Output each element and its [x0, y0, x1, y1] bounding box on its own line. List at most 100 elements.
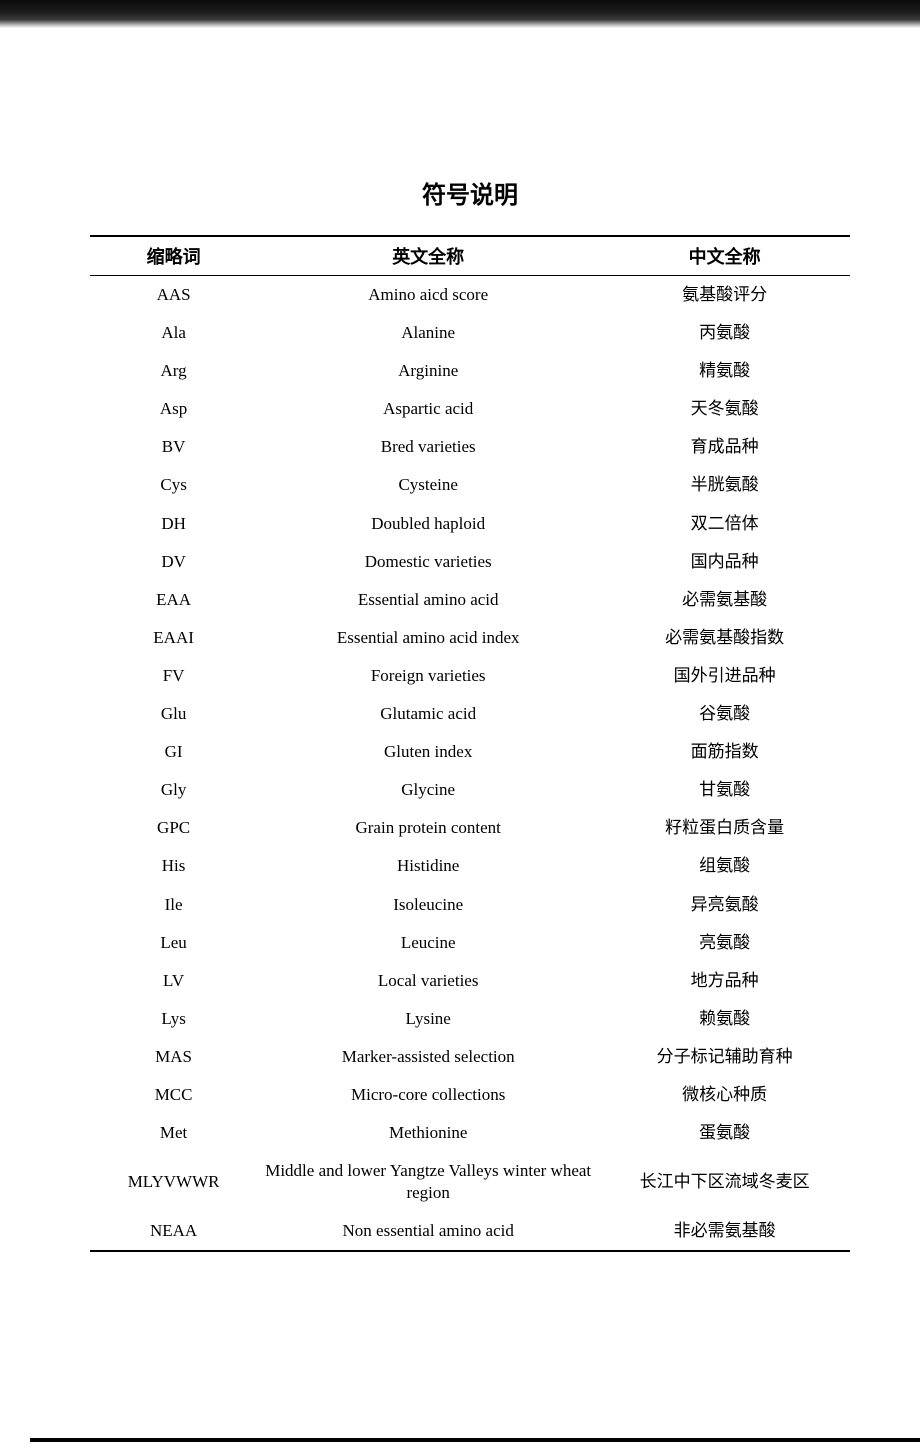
- cell-chinese: 分子标记辅助育种: [599, 1038, 850, 1076]
- cell-chinese: 组氨酸: [599, 847, 850, 885]
- cell-english: Isoleucine: [257, 886, 599, 924]
- cell-english: Aspartic acid: [257, 390, 599, 428]
- cell-chinese: 丙氨酸: [599, 314, 850, 352]
- cell-english: Leucine: [257, 924, 599, 962]
- cell-chinese: 必需氨基酸指数: [599, 619, 850, 657]
- cell-english: Alanine: [257, 314, 599, 352]
- cell-chinese: 半胱氨酸: [599, 466, 850, 504]
- table-row: EAAIEssential amino acid index必需氨基酸指数: [90, 619, 850, 657]
- cell-abbrev: MCC: [90, 1076, 257, 1114]
- table-row: BVBred varieties育成品种: [90, 428, 850, 466]
- cell-abbrev: Lys: [90, 1000, 257, 1038]
- cell-abbrev: GI: [90, 733, 257, 771]
- cell-abbrev: Arg: [90, 352, 257, 390]
- cell-english: Essential amino acid: [257, 581, 599, 619]
- cell-abbrev: NEAA: [90, 1212, 257, 1251]
- cell-chinese: 天冬氨酸: [599, 390, 850, 428]
- table-row: GPCGrain protein content籽粒蛋白质含量: [90, 809, 850, 847]
- table-row: CysCysteine半胱氨酸: [90, 466, 850, 504]
- cell-abbrev: GPC: [90, 809, 257, 847]
- cell-chinese: 谷氨酸: [599, 695, 850, 733]
- table-row: AspAspartic acid天冬氨酸: [90, 390, 850, 428]
- cell-chinese: 面筋指数: [599, 733, 850, 771]
- cell-chinese: 非必需氨基酸: [599, 1212, 850, 1251]
- table-row: LVLocal varieties地方品种: [90, 962, 850, 1000]
- cell-english: Gluten index: [257, 733, 599, 771]
- table-row: MCCMicro-core collections微核心种质: [90, 1076, 850, 1114]
- table-row: LysLysine赖氨酸: [90, 1000, 850, 1038]
- table-row: MLYVWWRMiddle and lower Yangtze Valleys …: [90, 1152, 850, 1212]
- cell-abbrev: BV: [90, 428, 257, 466]
- cell-english: Domestic varieties: [257, 543, 599, 581]
- cell-abbrev: AAS: [90, 276, 257, 315]
- cell-chinese: 蛋氨酸: [599, 1114, 850, 1152]
- cell-abbrev: MLYVWWR: [90, 1152, 257, 1212]
- cell-chinese: 籽粒蛋白质含量: [599, 809, 850, 847]
- table-row: FVForeign varieties国外引进品种: [90, 657, 850, 695]
- cell-english: Middle and lower Yangtze Valleys winter …: [257, 1152, 599, 1212]
- table-row: MASMarker-assisted selection分子标记辅助育种: [90, 1038, 850, 1076]
- cell-chinese: 双二倍体: [599, 505, 850, 543]
- cell-abbrev: Cys: [90, 466, 257, 504]
- cell-english: Micro-core collections: [257, 1076, 599, 1114]
- cell-chinese: 微核心种质: [599, 1076, 850, 1114]
- cell-chinese: 国内品种: [599, 543, 850, 581]
- cell-abbrev: LV: [90, 962, 257, 1000]
- table-row: GIGluten index面筋指数: [90, 733, 850, 771]
- cell-chinese: 异亮氨酸: [599, 886, 850, 924]
- cell-abbrev: Ile: [90, 886, 257, 924]
- cell-english: Amino aicd score: [257, 276, 599, 315]
- cell-abbrev: MAS: [90, 1038, 257, 1076]
- cell-english: Cysteine: [257, 466, 599, 504]
- cell-abbrev: Met: [90, 1114, 257, 1152]
- cell-abbrev: Ala: [90, 314, 257, 352]
- cell-english: Methionine: [257, 1114, 599, 1152]
- cell-abbrev: Gly: [90, 771, 257, 809]
- cell-english: Lysine: [257, 1000, 599, 1038]
- scan-top-edge: [0, 0, 920, 28]
- cell-english: Non essential amino acid: [257, 1212, 599, 1251]
- table-row: GlyGlycine甘氨酸: [90, 771, 850, 809]
- cell-english: Histidine: [257, 847, 599, 885]
- scan-bottom-edge: [30, 1438, 920, 1442]
- cell-english: Essential amino acid index: [257, 619, 599, 657]
- cell-abbrev: EAA: [90, 581, 257, 619]
- cell-chinese: 地方品种: [599, 962, 850, 1000]
- cell-abbrev: Leu: [90, 924, 257, 962]
- table-row: IleIsoleucine异亮氨酸: [90, 886, 850, 924]
- table-row: AlaAlanine丙氨酸: [90, 314, 850, 352]
- cell-english: Bred varieties: [257, 428, 599, 466]
- cell-abbrev: Asp: [90, 390, 257, 428]
- cell-chinese: 必需氨基酸: [599, 581, 850, 619]
- table-body: AASAmino aicd score氨基酸评分AlaAlanine丙氨酸Arg…: [90, 276, 850, 1252]
- cell-abbrev: His: [90, 847, 257, 885]
- cell-chinese: 赖氨酸: [599, 1000, 850, 1038]
- cell-english: Glutamic acid: [257, 695, 599, 733]
- table-row: HisHistidine组氨酸: [90, 847, 850, 885]
- cell-chinese: 氨基酸评分: [599, 276, 850, 315]
- table-row: GluGlutamic acid谷氨酸: [90, 695, 850, 733]
- table-row: DHDoubled haploid双二倍体: [90, 505, 850, 543]
- table-row: MetMethionine蛋氨酸: [90, 1114, 850, 1152]
- page-title: 符号说明: [90, 175, 850, 210]
- cell-chinese: 甘氨酸: [599, 771, 850, 809]
- cell-abbrev: FV: [90, 657, 257, 695]
- header-english: 英文全称: [257, 236, 599, 276]
- header-chinese: 中文全称: [599, 236, 850, 276]
- cell-abbrev: DH: [90, 505, 257, 543]
- cell-chinese: 精氨酸: [599, 352, 850, 390]
- header-abbrev: 缩略词: [90, 236, 257, 276]
- table-header-row: 缩略词 英文全称 中文全称: [90, 236, 850, 276]
- cell-english: Grain protein content: [257, 809, 599, 847]
- table-row: NEAANon essential amino acid非必需氨基酸: [90, 1212, 850, 1251]
- cell-chinese: 国外引进品种: [599, 657, 850, 695]
- cell-english: Arginine: [257, 352, 599, 390]
- table-row: LeuLeucine亮氨酸: [90, 924, 850, 962]
- cell-english: Foreign varieties: [257, 657, 599, 695]
- cell-chinese: 长江中下区流域冬麦区: [599, 1152, 850, 1212]
- abbreviation-table: 缩略词 英文全称 中文全称 AASAmino aicd score氨基酸评分Al…: [90, 235, 850, 1252]
- cell-chinese: 育成品种: [599, 428, 850, 466]
- cell-english: Local varieties: [257, 962, 599, 1000]
- cell-abbrev: EAAI: [90, 619, 257, 657]
- cell-chinese: 亮氨酸: [599, 924, 850, 962]
